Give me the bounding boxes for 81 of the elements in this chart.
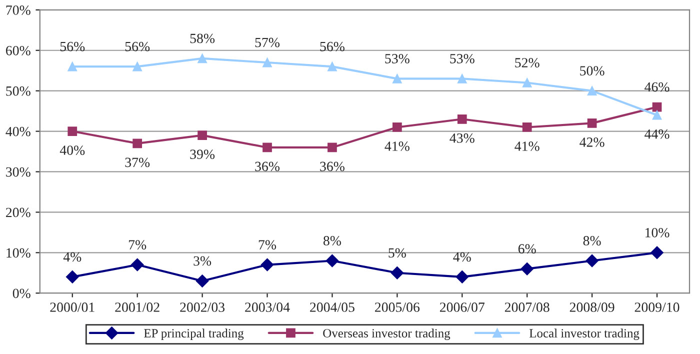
point [650,246,664,260]
point [68,126,78,136]
data-label: 57% [255,38,280,48]
point [587,86,597,96]
x-tick-label: 2001/02 [115,302,160,312]
data-label: 44% [644,129,670,139]
point [522,78,532,88]
data-label: 56% [125,42,150,52]
legend-label: Local investor trading [529,328,640,340]
data-label: 52% [515,58,540,68]
data-label: 5% [388,248,406,258]
data-label: 58% [190,34,215,44]
x-tick-label: 2009/10 [634,302,680,312]
y-tick-label: 60% [6,46,30,56]
point [392,74,402,84]
point [66,270,79,284]
point [586,254,598,268]
point [198,130,207,140]
data-label: 40% [60,146,85,155]
data-label: 8% [323,236,342,246]
data-label: 8% [583,236,601,246]
data-label: 43% [450,133,474,143]
data-label: 37% [125,158,150,168]
data-label: 7% [258,240,276,250]
legend-label: EP principal trading [144,328,244,340]
x-tick-label: 2005/06 [375,302,420,312]
data-label: 6% [518,244,536,254]
y-tick-label: 50% [6,86,30,96]
x-tick-label: 2008/09 [570,302,614,312]
point [392,122,402,132]
point [390,266,404,280]
point [326,254,339,268]
data-label: 10% [646,228,670,238]
y-tick-label: 0% [12,288,30,298]
x-tick-label: 2002/03 [180,302,225,312]
point [68,62,78,72]
data-label: 56% [60,42,85,52]
data-label: 4% [63,252,82,262]
data-label: 42% [580,137,604,147]
point [260,258,274,272]
x-tick-label: 2007/08 [504,302,550,312]
data-label: 56% [320,42,344,52]
y-tick-label: 10% [6,248,30,258]
x-tick-label: 2000/01 [50,302,94,312]
point [328,142,337,152]
data-label: 4% [453,252,471,262]
data-label: 7% [129,240,146,250]
data-label: 41% [384,142,410,151]
point [132,138,142,148]
point [456,270,469,284]
data-label: 3% [194,256,212,266]
x-tick-label: 2006/07 [440,302,485,312]
x-tick-label: 2004/05 [310,302,354,312]
point [652,110,662,120]
point [587,118,597,128]
point [328,62,337,72]
y-tick-label: 40% [6,126,30,136]
x-tick-label: 2003/04 [245,302,290,312]
point [198,54,207,64]
point [520,262,534,276]
data-label: 41% [514,142,540,151]
data-label: 53% [385,54,410,64]
data-label: 36% [320,162,344,172]
y-tick-label: 20% [6,208,30,218]
data-label: 53% [450,54,474,64]
point [652,102,662,112]
point [457,114,467,124]
data-label: 46% [644,82,670,92]
data-label: 36% [255,162,280,172]
data-label: 50% [580,66,604,76]
y-tick-label: 30% [6,167,30,177]
point [262,142,272,152]
data-label: 39% [190,150,215,160]
point [457,74,467,84]
point [132,62,142,72]
point [196,274,209,288]
point [130,258,144,272]
point [262,58,272,68]
y-tick-label: 70% [6,5,30,15]
legend-label: Overseas investor trading [323,328,450,340]
point [522,122,532,132]
